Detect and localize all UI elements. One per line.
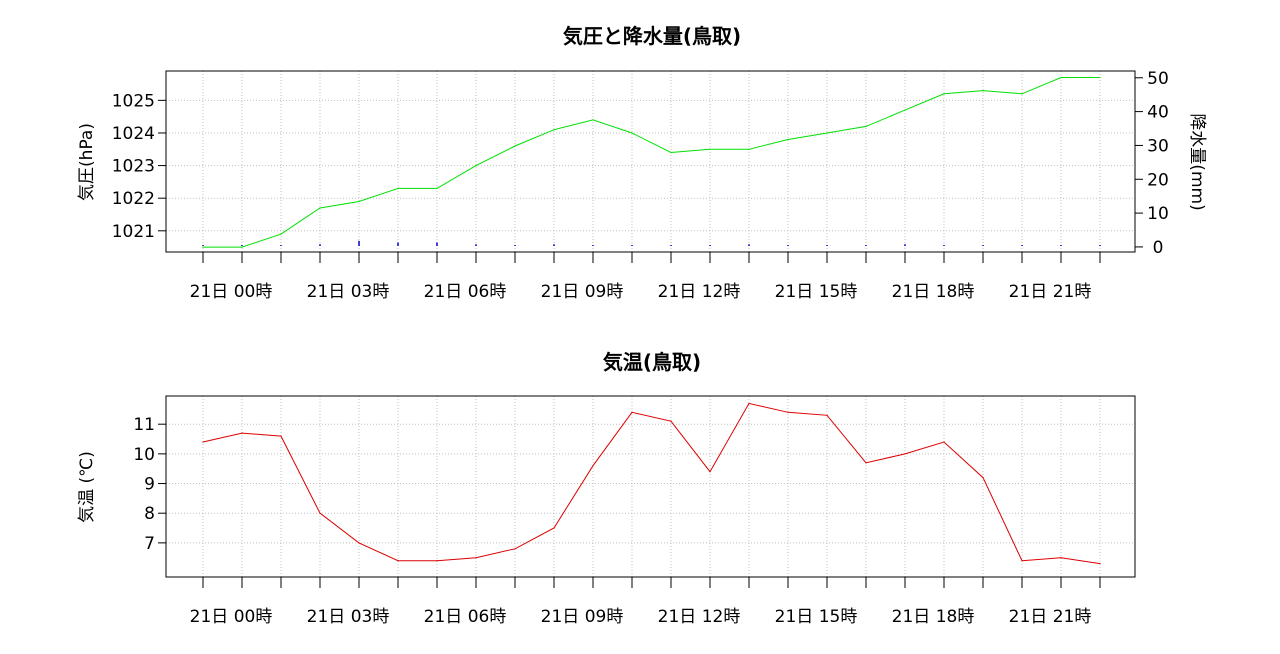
y2-tick-label: 50 — [1147, 69, 1169, 89]
temperature-point — [1099, 563, 1101, 565]
chart-title-pressure: 気圧と降水量(鳥取) — [563, 24, 741, 48]
x-tick-label: 21日 18時 — [892, 282, 975, 302]
temperature-point — [241, 432, 243, 434]
pressure-point — [631, 132, 633, 134]
temperature-point — [202, 441, 204, 443]
pressure-point — [709, 148, 711, 150]
plot-frame — [165, 70, 1136, 253]
pressure-point — [1021, 93, 1023, 95]
pressure-point — [592, 119, 594, 121]
temperature-point — [904, 453, 906, 455]
y-tick-label: 1022 — [112, 189, 155, 209]
temperature-point — [982, 476, 984, 479]
temperature-point — [826, 414, 828, 416]
y-tick-label: 10 — [133, 445, 155, 465]
y-tick-label: 8 — [144, 504, 155, 524]
pressure-point — [514, 145, 516, 147]
temperature-point — [592, 465, 594, 467]
pressure-point — [475, 164, 477, 167]
pressure-point — [1099, 76, 1101, 79]
temperature-point — [514, 548, 516, 550]
y-axis-label-temperature: 気温 (℃) — [77, 451, 97, 523]
pressure-point — [280, 233, 282, 235]
pressure-point — [748, 148, 750, 150]
temperature-point — [709, 471, 711, 473]
y-tick-label: 11 — [133, 415, 155, 435]
x-tick-label: 21日 15時 — [775, 282, 858, 302]
x-tick-label: 21日 18時 — [892, 607, 975, 627]
temperature-line — [202, 402, 1101, 565]
y-tick-label: 1023 — [112, 157, 155, 177]
x-tick-label: 21日 15時 — [775, 607, 858, 627]
x-tick-label: 21日 09時 — [541, 607, 624, 627]
pressure-point — [319, 207, 321, 209]
plot-frame — [165, 395, 1136, 578]
temperature-point — [865, 462, 867, 464]
y-tick-label: 1025 — [112, 91, 155, 111]
y-tick-label: 7 — [144, 534, 155, 554]
temperature-point — [436, 560, 438, 562]
x-tick-label: 21日 21時 — [1009, 282, 1092, 302]
temperature-point — [1021, 560, 1023, 562]
chart-title-temperature: 気温(鳥取) — [603, 350, 701, 374]
x-tick-label: 21日 03時 — [307, 607, 390, 627]
pressure-point — [553, 129, 555, 131]
temperature-point — [787, 411, 789, 413]
y2-tick-label: 40 — [1147, 103, 1169, 123]
x-tick-label: 21日 12時 — [658, 607, 741, 627]
pressure-point — [865, 125, 867, 128]
temperature-point — [670, 420, 672, 422]
temperature-point — [319, 512, 321, 514]
pressure-point — [943, 93, 945, 95]
temperature-chart: 気温(鳥取) 気温 (℃) 21日 00時 21日 03時 21日 06時 21日 0… — [77, 350, 1136, 627]
y-axis-label-pressure: 気圧(hPa) — [77, 123, 97, 201]
pressure-point — [397, 187, 399, 190]
temperature-point — [631, 411, 633, 413]
temperature-point — [1060, 557, 1062, 559]
temperature-point — [553, 527, 555, 529]
x-tick-label: 21日 09時 — [541, 282, 624, 302]
x-tick-label: 21日 06時 — [424, 607, 507, 627]
x-tick-label: 21日 00時 — [190, 282, 273, 302]
pressure-point — [787, 138, 789, 141]
pressure-point — [202, 246, 204, 248]
pressure-point — [241, 246, 243, 248]
temperature-point — [358, 542, 360, 544]
temperature-point — [748, 402, 750, 405]
y-tick-label: 1021 — [112, 222, 155, 242]
pressure-point — [904, 109, 906, 111]
y-tick-label: 9 — [144, 475, 155, 495]
x-tick-label: 21日 03時 — [307, 282, 390, 302]
x-tick-label: 21日 21時 — [1009, 607, 1092, 627]
pressure-point — [1060, 76, 1062, 79]
pressure-point — [982, 89, 984, 92]
pressure-point — [358, 200, 360, 203]
x-tick-label: 21日 06時 — [424, 282, 507, 302]
pressure-line — [203, 77, 1100, 248]
temperature-point — [397, 560, 399, 562]
x-tick-label: 21日 00時 — [190, 607, 273, 627]
y2-tick-label: 30 — [1147, 136, 1169, 156]
pressure-point — [826, 132, 828, 134]
pressure-precip-chart: 気圧と降水量(鳥取) 気圧(hPa) 降水量(mm) 21日 00時 21日 03… — [77, 24, 1207, 302]
y2-tick-label: 20 — [1147, 170, 1169, 190]
pressure-point — [670, 151, 672, 154]
temperature-point — [280, 435, 282, 437]
temperature-point — [943, 441, 945, 443]
y2-tick-label: 10 — [1147, 204, 1169, 224]
pressure-point — [436, 187, 438, 190]
y2-axis-label-precip: 降水量(mm) — [1187, 113, 1207, 210]
y2-tick-label: 0 — [1153, 238, 1164, 258]
x-tick-label: 21日 12時 — [658, 282, 741, 302]
temperature-point — [475, 557, 477, 559]
y-tick-label: 1024 — [112, 124, 155, 144]
